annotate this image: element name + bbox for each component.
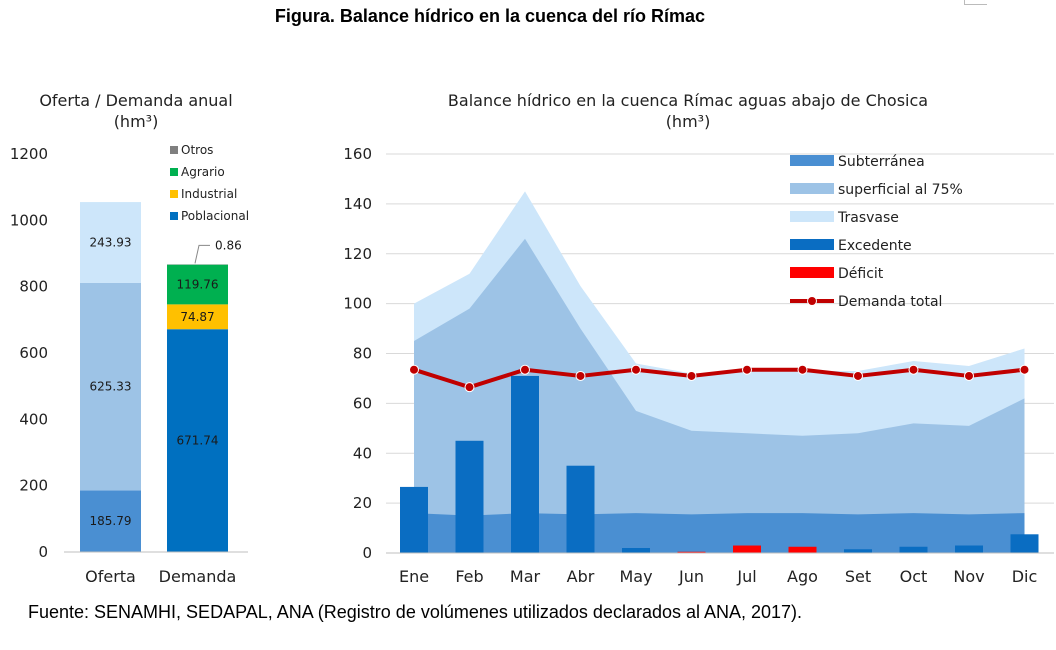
right-x-category-label: Feb xyxy=(455,567,483,586)
right-x-category-label: Oct xyxy=(900,567,928,586)
bar-deficit xyxy=(677,551,706,553)
right-y-tick: 20 xyxy=(353,494,372,512)
left-chart-title: Oferta / Demanda anual xyxy=(39,91,232,110)
bar-excedente xyxy=(400,486,428,553)
right-legend-swatch-point xyxy=(807,296,817,306)
left-bar-value-label: 119.76 xyxy=(177,278,219,292)
demanda-total-point xyxy=(520,364,530,375)
right-x-category-label: Jun xyxy=(678,567,704,586)
right-y-tick: 160 xyxy=(343,145,372,163)
right-x-category-label: May xyxy=(619,567,652,586)
left-bar-value-label: 74.87 xyxy=(180,310,214,324)
demanda-total-point xyxy=(1019,364,1030,375)
bar-excedente xyxy=(844,549,872,553)
left-y-tick: 200 xyxy=(19,477,48,495)
demanda-total-point xyxy=(908,364,919,375)
corner-mark xyxy=(964,0,987,5)
right-y-tick: 100 xyxy=(343,295,372,313)
left-x-category-label: Oferta xyxy=(85,567,136,586)
right-legend-swatch xyxy=(790,267,834,278)
left-legend-label: Poblacional xyxy=(181,209,249,223)
left-bar-value-label: 625.33 xyxy=(90,380,132,394)
right-y-tick: 60 xyxy=(353,394,372,412)
demanda-total-point xyxy=(686,370,697,381)
left-legend-label: Industrial xyxy=(181,187,237,201)
left-y-tick: 1200 xyxy=(10,145,48,163)
left-bar-value-label: 671.74 xyxy=(177,434,219,448)
right-y-tick: 0 xyxy=(362,544,372,562)
right-y-tick: 80 xyxy=(353,345,372,363)
left-y-tick: 400 xyxy=(19,410,48,428)
left-legend-swatch xyxy=(170,212,178,220)
right-x-category-label: Dic xyxy=(1012,567,1038,586)
source-note: Fuente: SENAMHI, SEDAPAL, ANA (Registro … xyxy=(28,602,803,622)
left-y-tick: 600 xyxy=(19,344,48,362)
right-x-category-label: Mar xyxy=(510,567,541,586)
left-y-tick: 0 xyxy=(38,543,48,561)
right-x-category-label: Ago xyxy=(787,567,818,586)
right-x-category-label: Abr xyxy=(567,567,595,586)
bar-excedente xyxy=(899,546,928,553)
right-x-category-label: Nov xyxy=(953,567,984,586)
right-x-category-label: Set xyxy=(845,567,871,586)
right-legend-swatch xyxy=(790,239,834,250)
left-legend-swatch xyxy=(170,146,178,154)
right-legend-label: Trasvase xyxy=(837,210,899,226)
demanda-total-point xyxy=(575,370,586,381)
demanda-total-point xyxy=(742,364,752,375)
left-legend-swatch xyxy=(170,168,178,176)
area-subterranea xyxy=(414,513,1025,553)
demanda-total-point xyxy=(964,370,974,381)
right-x-category-label: Jul xyxy=(736,567,756,586)
bar-excedente xyxy=(455,440,484,553)
right-legend-swatch xyxy=(790,155,834,166)
demanda-total-point xyxy=(853,370,863,381)
right-y-tick: 140 xyxy=(343,195,372,213)
left-bar-segment xyxy=(167,264,228,305)
right-legend-swatch xyxy=(790,183,834,194)
demanda-total-point xyxy=(464,382,475,393)
bar-excedente xyxy=(622,548,650,553)
right-legend-label: Excedente xyxy=(838,238,912,254)
right-y-tick: 40 xyxy=(353,444,372,462)
right-legend-swatch xyxy=(790,211,834,222)
right-y-tick: 120 xyxy=(343,245,372,263)
demanda-total-point xyxy=(631,364,641,375)
left-chart-subtitle: (hm³) xyxy=(114,112,159,131)
left-legend-label: Otros xyxy=(181,143,213,157)
right-chart-title: Balance hídrico en la cuenca Rímac aguas… xyxy=(448,91,928,110)
demanda-total-line xyxy=(413,367,1025,390)
demanda-total-point xyxy=(409,364,419,375)
left-legend-swatch xyxy=(170,190,178,198)
left-bar-segment xyxy=(80,202,141,283)
left-x-category-label: Demanda xyxy=(159,567,237,586)
figure-title: Figura. Balance hídrico en la cuenca del… xyxy=(274,6,706,26)
left-bar-value-label: 0.86 xyxy=(215,238,242,252)
left-legend-label: Agrario xyxy=(181,165,225,179)
left-bar-segment xyxy=(80,282,141,491)
bar-deficit xyxy=(788,546,817,553)
left-bar-segment xyxy=(167,304,228,330)
left-bar-value-label: 243.93 xyxy=(90,236,132,250)
left-bar-value-label: 185.79 xyxy=(90,514,132,528)
left-bar-leader-line xyxy=(194,244,210,264)
left-bar-segment xyxy=(80,490,141,552)
right-chart-subtitle: (hm³) xyxy=(666,112,711,131)
right-legend-label: Demanda total xyxy=(838,294,942,310)
bar-excedente xyxy=(955,545,983,553)
right-legend-label: superficial al 75% xyxy=(838,182,963,198)
right-legend-label: Subterránea xyxy=(838,154,925,170)
demanda-total-point xyxy=(797,364,808,375)
left-bar-segment xyxy=(167,329,228,552)
left-y-tick: 800 xyxy=(19,278,48,296)
right-legend-label: Déficit xyxy=(838,266,884,282)
bar-excedente xyxy=(511,375,539,553)
bar-deficit xyxy=(733,545,761,553)
left-y-tick: 1000 xyxy=(10,211,48,229)
bar-excedente xyxy=(566,465,595,553)
right-x-category-label: Ene xyxy=(399,567,429,586)
bar-excedente xyxy=(1010,534,1039,553)
